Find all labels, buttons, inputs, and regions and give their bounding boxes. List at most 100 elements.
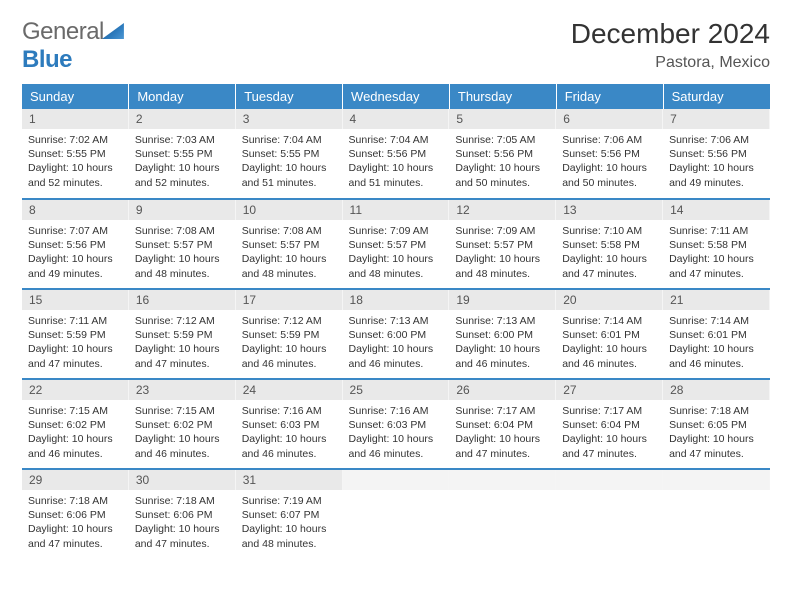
calendar-cell: . bbox=[556, 469, 663, 559]
sunset-line: Sunset: 5:56 PM bbox=[28, 238, 123, 252]
sunrise-line: Sunrise: 7:04 AM bbox=[242, 133, 337, 147]
day-number: 6 bbox=[556, 109, 663, 129]
daylight-line: Daylight: 10 hoursand 50 minutes. bbox=[455, 161, 550, 189]
day-number: 10 bbox=[236, 200, 343, 220]
day-number: 4 bbox=[343, 109, 450, 129]
calendar-cell: 2Sunrise: 7:03 AMSunset: 5:55 PMDaylight… bbox=[129, 109, 236, 199]
brand-text: General Blue bbox=[22, 18, 124, 74]
day-number: 7 bbox=[663, 109, 770, 129]
sunrise-line: Sunrise: 7:06 AM bbox=[562, 133, 657, 147]
daylight-line: Daylight: 10 hoursand 47 minutes. bbox=[669, 432, 764, 460]
sunrise-line: Sunrise: 7:14 AM bbox=[669, 314, 764, 328]
day-details: Sunrise: 7:13 AMSunset: 6:00 PMDaylight:… bbox=[449, 310, 556, 377]
day-number: 14 bbox=[663, 200, 770, 220]
calendar-cell: 24Sunrise: 7:16 AMSunset: 6:03 PMDayligh… bbox=[236, 379, 343, 469]
sunrise-line: Sunrise: 7:03 AM bbox=[135, 133, 230, 147]
day-details: Sunrise: 7:15 AMSunset: 6:02 PMDaylight:… bbox=[129, 400, 236, 467]
calendar-cell: . bbox=[449, 469, 556, 559]
calendar-cell: 12Sunrise: 7:09 AMSunset: 5:57 PMDayligh… bbox=[449, 199, 556, 289]
sunset-line: Sunset: 5:58 PM bbox=[669, 238, 764, 252]
month-title: December 2024 bbox=[571, 18, 770, 50]
day-details: Sunrise: 7:06 AMSunset: 5:56 PMDaylight:… bbox=[556, 129, 663, 196]
day-number: 1 bbox=[22, 109, 129, 129]
day-details: Sunrise: 7:07 AMSunset: 5:56 PMDaylight:… bbox=[22, 220, 129, 287]
day-number: 19 bbox=[449, 290, 556, 310]
day-details: Sunrise: 7:03 AMSunset: 5:55 PMDaylight:… bbox=[129, 129, 236, 196]
location-label: Pastora, Mexico bbox=[571, 54, 770, 72]
daylight-line: Daylight: 10 hoursand 46 minutes. bbox=[562, 342, 657, 370]
daylight-line: Daylight: 10 hoursand 48 minutes. bbox=[242, 522, 337, 550]
daylight-line: Daylight: 10 hoursand 48 minutes. bbox=[455, 252, 550, 280]
sunset-line: Sunset: 5:55 PM bbox=[135, 147, 230, 161]
sunset-line: Sunset: 6:07 PM bbox=[242, 508, 337, 522]
calendar-cell: 17Sunrise: 7:12 AMSunset: 5:59 PMDayligh… bbox=[236, 289, 343, 379]
day-number: 23 bbox=[129, 380, 236, 400]
calendar-cell: 20Sunrise: 7:14 AMSunset: 6:01 PMDayligh… bbox=[556, 289, 663, 379]
calendar-cell: 13Sunrise: 7:10 AMSunset: 5:58 PMDayligh… bbox=[556, 199, 663, 289]
sunset-line: Sunset: 5:56 PM bbox=[669, 147, 764, 161]
daylight-line: Daylight: 10 hoursand 48 minutes. bbox=[349, 252, 444, 280]
calendar-cell: 30Sunrise: 7:18 AMSunset: 6:06 PMDayligh… bbox=[129, 469, 236, 559]
calendar-cell: 16Sunrise: 7:12 AMSunset: 5:59 PMDayligh… bbox=[129, 289, 236, 379]
sunset-line: Sunset: 5:55 PM bbox=[242, 147, 337, 161]
calendar-cell: 3Sunrise: 7:04 AMSunset: 5:55 PMDaylight… bbox=[236, 109, 343, 199]
day-number: 20 bbox=[556, 290, 663, 310]
day-details: Sunrise: 7:18 AMSunset: 6:05 PMDaylight:… bbox=[663, 400, 770, 467]
col-friday: Friday bbox=[556, 84, 663, 109]
calendar-cell: 4Sunrise: 7:04 AMSunset: 5:56 PMDaylight… bbox=[343, 109, 450, 199]
brand-general: General bbox=[22, 18, 104, 45]
daylight-line: Daylight: 10 hoursand 46 minutes. bbox=[349, 432, 444, 460]
day-number: 16 bbox=[129, 290, 236, 310]
col-saturday: Saturday bbox=[663, 84, 770, 109]
sunset-line: Sunset: 5:59 PM bbox=[135, 328, 230, 342]
sunrise-line: Sunrise: 7:13 AM bbox=[455, 314, 550, 328]
day-details: Sunrise: 7:09 AMSunset: 5:57 PMDaylight:… bbox=[449, 220, 556, 287]
sunset-line: Sunset: 6:06 PM bbox=[135, 508, 230, 522]
day-number: 31 bbox=[236, 470, 343, 490]
calendar-body: 1Sunrise: 7:02 AMSunset: 5:55 PMDaylight… bbox=[22, 109, 770, 559]
day-number: 29 bbox=[22, 470, 129, 490]
title-block: December 2024 Pastora, Mexico bbox=[571, 18, 770, 72]
day-number: 17 bbox=[236, 290, 343, 310]
sunset-line: Sunset: 5:59 PM bbox=[28, 328, 123, 342]
day-details: Sunrise: 7:05 AMSunset: 5:56 PMDaylight:… bbox=[449, 129, 556, 196]
sunset-line: Sunset: 6:00 PM bbox=[455, 328, 550, 342]
sunset-line: Sunset: 6:02 PM bbox=[28, 418, 123, 432]
day-number: 11 bbox=[343, 200, 450, 220]
day-details: Sunrise: 7:02 AMSunset: 5:55 PMDaylight:… bbox=[22, 129, 129, 196]
col-thursday: Thursday bbox=[449, 84, 556, 109]
sunrise-line: Sunrise: 7:08 AM bbox=[242, 224, 337, 238]
sunrise-line: Sunrise: 7:11 AM bbox=[28, 314, 123, 328]
day-details: Sunrise: 7:14 AMSunset: 6:01 PMDaylight:… bbox=[556, 310, 663, 377]
day-number: 30 bbox=[129, 470, 236, 490]
calendar-cell: 18Sunrise: 7:13 AMSunset: 6:00 PMDayligh… bbox=[343, 289, 450, 379]
day-details: Sunrise: 7:18 AMSunset: 6:06 PMDaylight:… bbox=[129, 490, 236, 557]
calendar-cell: 21Sunrise: 7:14 AMSunset: 6:01 PMDayligh… bbox=[663, 289, 770, 379]
calendar-cell: 25Sunrise: 7:16 AMSunset: 6:03 PMDayligh… bbox=[343, 379, 450, 469]
sunset-line: Sunset: 5:56 PM bbox=[562, 147, 657, 161]
day-details: Sunrise: 7:16 AMSunset: 6:03 PMDaylight:… bbox=[343, 400, 450, 467]
daylight-line: Daylight: 10 hoursand 46 minutes. bbox=[28, 432, 123, 460]
day-number: 13 bbox=[556, 200, 663, 220]
daylight-line: Daylight: 10 hoursand 47 minutes. bbox=[135, 522, 230, 550]
sunset-line: Sunset: 6:05 PM bbox=[669, 418, 764, 432]
day-details: Sunrise: 7:19 AMSunset: 6:07 PMDaylight:… bbox=[236, 490, 343, 557]
calendar-cell: 1Sunrise: 7:02 AMSunset: 5:55 PMDaylight… bbox=[22, 109, 129, 199]
daylight-line: Daylight: 10 hoursand 46 minutes. bbox=[669, 342, 764, 370]
day-number: 5 bbox=[449, 109, 556, 129]
sunrise-line: Sunrise: 7:17 AM bbox=[455, 404, 550, 418]
sunrise-line: Sunrise: 7:14 AM bbox=[562, 314, 657, 328]
sunset-line: Sunset: 5:55 PM bbox=[28, 147, 123, 161]
sunrise-line: Sunrise: 7:10 AM bbox=[562, 224, 657, 238]
calendar-cell: 28Sunrise: 7:18 AMSunset: 6:05 PMDayligh… bbox=[663, 379, 770, 469]
daylight-line: Daylight: 10 hoursand 51 minutes. bbox=[349, 161, 444, 189]
col-monday: Monday bbox=[129, 84, 236, 109]
calendar-cell: 15Sunrise: 7:11 AMSunset: 5:59 PMDayligh… bbox=[22, 289, 129, 379]
day-number: 21 bbox=[663, 290, 770, 310]
day-details: Sunrise: 7:11 AMSunset: 5:59 PMDaylight:… bbox=[22, 310, 129, 377]
day-details: Sunrise: 7:08 AMSunset: 5:57 PMDaylight:… bbox=[129, 220, 236, 287]
daylight-line: Daylight: 10 hoursand 46 minutes. bbox=[242, 342, 337, 370]
col-tuesday: Tuesday bbox=[236, 84, 343, 109]
calendar-cell: 10Sunrise: 7:08 AMSunset: 5:57 PMDayligh… bbox=[236, 199, 343, 289]
day-details: Sunrise: 7:11 AMSunset: 5:58 PMDaylight:… bbox=[663, 220, 770, 287]
